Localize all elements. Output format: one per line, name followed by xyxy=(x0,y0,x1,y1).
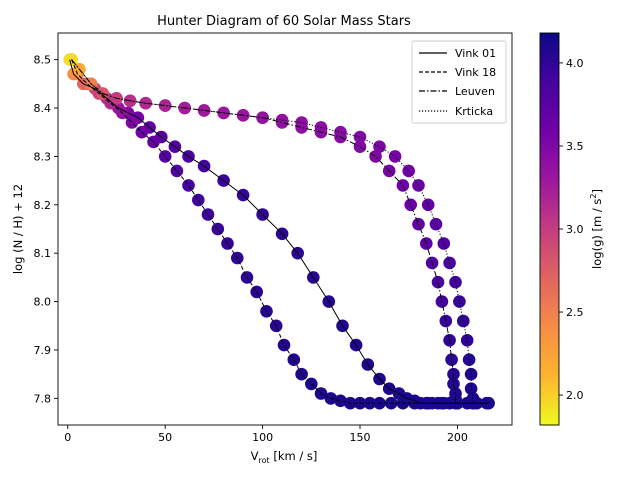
marker-leuven-22 xyxy=(412,217,425,231)
series-line-vink-18 xyxy=(71,59,489,404)
marker-vink-18-27 xyxy=(334,394,347,408)
marker-krticka-16 xyxy=(334,125,347,139)
marker-vink-18-11 xyxy=(182,179,195,192)
y-tick-label-8.5: 8.5 xyxy=(34,54,52,67)
legend-label-krticka: Krticka xyxy=(455,105,493,118)
colorbar-tick-label-4: 4.0 xyxy=(566,57,584,70)
marker-vink-18-13 xyxy=(201,208,215,221)
y-tick-label-8: 8.0 xyxy=(34,296,52,309)
marker-vink-18-10 xyxy=(170,164,184,178)
marker-leuven-18 xyxy=(369,150,382,163)
marker-leuven-21 xyxy=(404,198,418,212)
x-tick-label-150: 150 xyxy=(350,431,371,444)
x-axis-label: Vrot [km / s] xyxy=(251,449,318,465)
x-tick-label-0: 0 xyxy=(64,431,71,444)
y-tick-label-7.9: 7.9 xyxy=(34,344,52,357)
marker-krticka-24 xyxy=(437,237,451,250)
marker-leuven-29 xyxy=(445,353,458,367)
marker-vink-18-39 xyxy=(482,396,495,410)
colorbar-label-end: ] xyxy=(590,189,604,194)
colorbar-ticks: 2.0 2.5 3.0 3.5 4.0 xyxy=(559,57,584,402)
marker-vink-18-22 xyxy=(287,353,301,367)
y-tick-label-8.2: 8.2 xyxy=(34,199,52,212)
plot-frame xyxy=(57,32,513,426)
marker-krticka-22 xyxy=(421,198,435,212)
x-axis-label-main: V xyxy=(251,449,259,463)
y-tick-label-7.8: 7.8 xyxy=(34,392,52,405)
x-tick-label-200: 200 xyxy=(447,431,468,444)
y-tick-label-8.3: 8.3 xyxy=(34,150,52,163)
legend: Vink 01 Vink 18 Leuven Krticka xyxy=(411,40,507,124)
marker-leuven-31 xyxy=(447,377,460,391)
marker-krticka-13 xyxy=(275,113,289,127)
y-axis-ticks: 7.8 7.9 8.0 8.1 8.2 8.3 8.4 8.5 xyxy=(34,54,58,405)
marker-krticka-23 xyxy=(429,217,443,231)
x-tick-label-100: 100 xyxy=(252,431,273,444)
colorbar-label-main: log(g) [m / s xyxy=(590,199,604,269)
legend-label-leuven: Leuven xyxy=(455,85,495,98)
y-axis-label: log (N / H) + 12 xyxy=(11,184,25,274)
marker-vink-18-9 xyxy=(158,150,172,163)
y-tick-label-8.1: 8.1 xyxy=(34,247,52,260)
colorbar-tick-label-2: 2.0 xyxy=(566,389,584,402)
colorbar-tick-label-2.5: 2.5 xyxy=(566,306,584,319)
x-axis-label-rest: [km / s] xyxy=(270,449,318,463)
marker-krticka-17 xyxy=(353,130,367,144)
line-layer xyxy=(69,59,489,404)
marker-krticka-29 xyxy=(460,334,474,347)
x-axis-ticks: 0 50 100 150 200 xyxy=(64,425,468,444)
x-tick-label-50: 50 xyxy=(158,431,172,444)
marker-krticka-20 xyxy=(402,164,416,178)
legend-label-vink-01: Vink 01 xyxy=(455,47,496,60)
marker-krticka-9 xyxy=(197,104,211,117)
legend-label-vink-18: Vink 18 xyxy=(455,66,496,79)
series-line-vink-01 xyxy=(69,59,487,404)
y-tick-label-8.4: 8.4 xyxy=(34,102,52,115)
marker-vink-18-23 xyxy=(295,367,308,381)
x-axis-label-subscript: rot xyxy=(259,456,270,465)
colorbar-tick-label-3.5: 3.5 xyxy=(566,140,584,153)
colorbar-label: log(g) [m / s2] xyxy=(589,189,604,269)
colorbar xyxy=(539,32,560,426)
marker-krticka-27 xyxy=(453,295,466,308)
marker-krticka-14 xyxy=(295,116,308,129)
chart-title: Hunter Diagram of 60 Solar Mass Stars xyxy=(157,14,411,29)
marker-krticka-19 xyxy=(388,150,402,163)
colorbar-tick-label-3: 3.0 xyxy=(566,223,584,236)
marker-krticka-18 xyxy=(373,140,386,153)
marker-vink-18-12 xyxy=(192,193,205,207)
marker-leuven-25 xyxy=(431,275,445,289)
marker-krticka-7 xyxy=(158,99,172,112)
marker-leuven-17 xyxy=(353,140,367,153)
colorbar-label-superscript: 2 xyxy=(589,194,598,199)
marker-krticka-32 xyxy=(464,382,478,396)
series-line-krticka xyxy=(71,59,474,404)
marker-vink-18-6 xyxy=(125,116,139,129)
legend-box xyxy=(411,40,507,124)
